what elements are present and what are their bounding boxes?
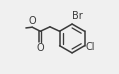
Text: Br: Br	[72, 11, 83, 21]
Text: O: O	[36, 43, 44, 53]
Text: Cl: Cl	[86, 42, 95, 52]
Text: O: O	[28, 16, 36, 26]
